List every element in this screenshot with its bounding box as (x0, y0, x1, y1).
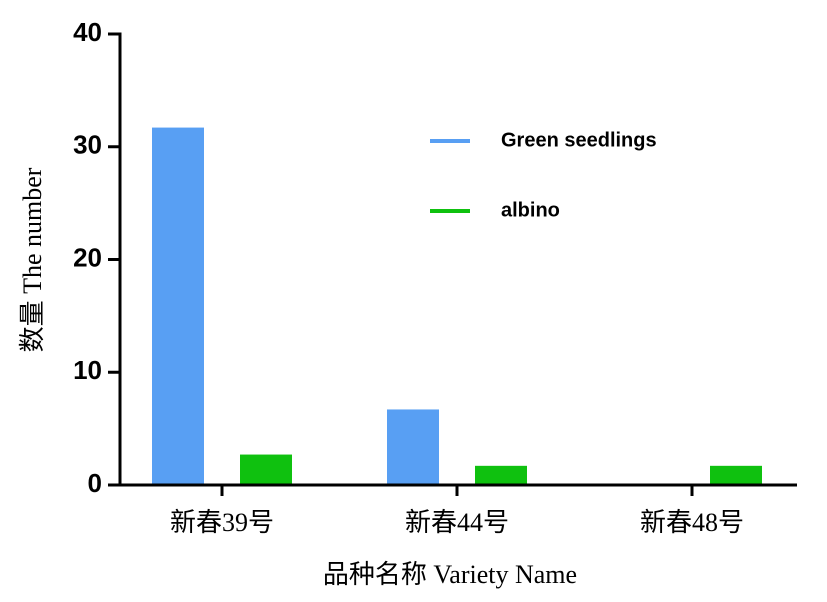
x-axis-label: 品种名称 Variety Name (323, 560, 577, 589)
legend-label: albino (501, 199, 560, 221)
legend-label: Green seedlings (501, 129, 657, 151)
bar (475, 465, 527, 485)
x-tick-label: 新春44号 (405, 508, 509, 537)
y-tick-label: 30 (73, 130, 102, 160)
y-tick-label: 40 (73, 17, 102, 47)
bar (710, 465, 762, 485)
bar (240, 454, 292, 485)
x-tick-label: 新春39号 (170, 508, 274, 537)
y-tick-label: 10 (73, 355, 102, 385)
y-tick-label: 20 (73, 242, 102, 272)
bar (152, 127, 204, 486)
x-tick-label: 新春48号 (640, 508, 744, 537)
bar (387, 409, 439, 485)
y-axis-label: 数量 The number (18, 167, 47, 352)
y-tick-label: 0 (88, 468, 102, 498)
